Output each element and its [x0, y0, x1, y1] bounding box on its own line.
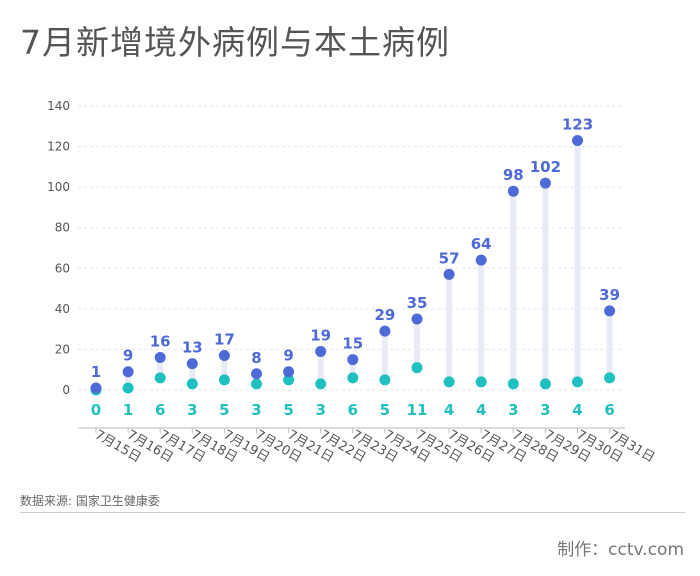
chart-title: 7月新增境外病例与本土病例 — [20, 23, 450, 62]
local-point — [443, 376, 455, 388]
imported-point — [347, 354, 359, 366]
local-value-label: 5 — [380, 401, 390, 419]
imported-value-label: 102 — [530, 158, 561, 176]
local-value-label: 3 — [540, 401, 550, 419]
imported-point — [283, 366, 295, 378]
data-points — [90, 134, 616, 396]
local-value-label: 4 — [476, 401, 486, 419]
y-tick-label: 60 — [55, 261, 70, 275]
imported-point — [154, 352, 166, 364]
footer-divider — [20, 512, 685, 513]
y-tick-label: 20 — [55, 342, 70, 356]
local-point — [604, 372, 616, 384]
imported-point — [315, 345, 327, 357]
imported-point — [443, 268, 455, 280]
local-point — [507, 378, 519, 390]
local-point — [347, 372, 359, 384]
imported-value-label: 19 — [310, 326, 331, 344]
imported-point — [251, 368, 262, 380]
y-tick-label: 120 — [47, 140, 70, 154]
local-point — [411, 362, 423, 374]
local-value-label: 6 — [348, 401, 358, 419]
y-tick-label: 80 — [55, 221, 70, 235]
imported-value-label: 123 — [562, 115, 593, 133]
imported-point — [411, 313, 423, 325]
imported-point — [572, 134, 583, 146]
y-tick-label: 100 — [47, 180, 70, 194]
local-value-label: 5 — [283, 401, 293, 419]
local-value-label: 6 — [155, 401, 165, 419]
imported-point — [122, 366, 134, 378]
imported-value-label: 64 — [471, 235, 492, 253]
imported-value-label: 9 — [283, 347, 293, 365]
imported-value-label: 1 — [91, 363, 101, 381]
y-tick-label: 40 — [55, 302, 70, 316]
imported-point — [379, 325, 391, 337]
imported-value-label: 98 — [503, 166, 524, 184]
local-point — [122, 382, 134, 394]
local-value-label: 3 — [315, 401, 325, 419]
imported-point — [218, 350, 230, 362]
local-point — [315, 378, 327, 390]
imported-point — [475, 254, 487, 266]
local-value-label: 1 — [123, 401, 133, 419]
y-tick-label: 140 — [47, 99, 70, 113]
imported-point — [507, 185, 519, 197]
data-labels: 1091166133175839519315629535115746449831… — [91, 115, 620, 419]
credit: 制作：cctv.com — [557, 540, 684, 560]
local-value-label: 3 — [187, 401, 197, 419]
imported-value-label: 8 — [251, 349, 261, 367]
x-axis-ticks: 7月15日7月16日7月17日7月18日7月19日7月20日7月21日7月22日… — [92, 427, 657, 465]
local-point — [186, 378, 198, 390]
y-tick-label: 0 — [62, 383, 70, 397]
local-value-label: 4 — [444, 401, 454, 419]
local-point — [251, 378, 262, 390]
imported-value-label: 35 — [407, 294, 428, 312]
imported-point — [604, 305, 616, 317]
imported-value-label: 17 — [214, 331, 235, 349]
local-point — [572, 376, 583, 388]
local-value-label: 0 — [91, 401, 101, 419]
local-point — [379, 374, 391, 386]
local-value-label: 3 — [508, 401, 518, 419]
local-value-label: 4 — [572, 401, 582, 419]
imported-value-label: 13 — [182, 339, 203, 357]
local-value-label: 5 — [219, 401, 229, 419]
local-point — [218, 374, 230, 386]
imported-value-label: 29 — [374, 306, 395, 324]
imported-value-label: 15 — [342, 335, 363, 353]
local-point — [283, 374, 295, 386]
data-source: 数据来源: 国家卫生健康委 — [20, 494, 160, 508]
local-point — [154, 372, 166, 384]
local-point — [475, 376, 487, 388]
local-value-label: 6 — [604, 401, 614, 419]
imported-point — [539, 177, 551, 189]
imported-value-label: 39 — [599, 286, 620, 304]
imported-value-label: 16 — [150, 333, 171, 351]
imported-point — [186, 358, 198, 370]
imported-point — [90, 382, 102, 394]
local-point — [539, 378, 551, 390]
local-value-label: 3 — [251, 401, 261, 419]
imported-value-label: 9 — [123, 347, 133, 365]
y-axis-ticks: 0 20 40 60 80 100 120 140 — [47, 99, 70, 397]
imported-value-label: 57 — [439, 249, 460, 267]
grid-lines — [78, 105, 625, 391]
local-value-label: 11 — [407, 401, 428, 419]
